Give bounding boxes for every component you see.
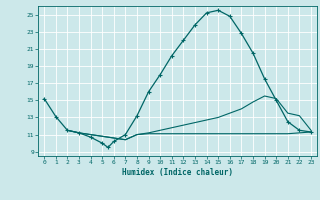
X-axis label: Humidex (Indice chaleur): Humidex (Indice chaleur): [122, 168, 233, 177]
